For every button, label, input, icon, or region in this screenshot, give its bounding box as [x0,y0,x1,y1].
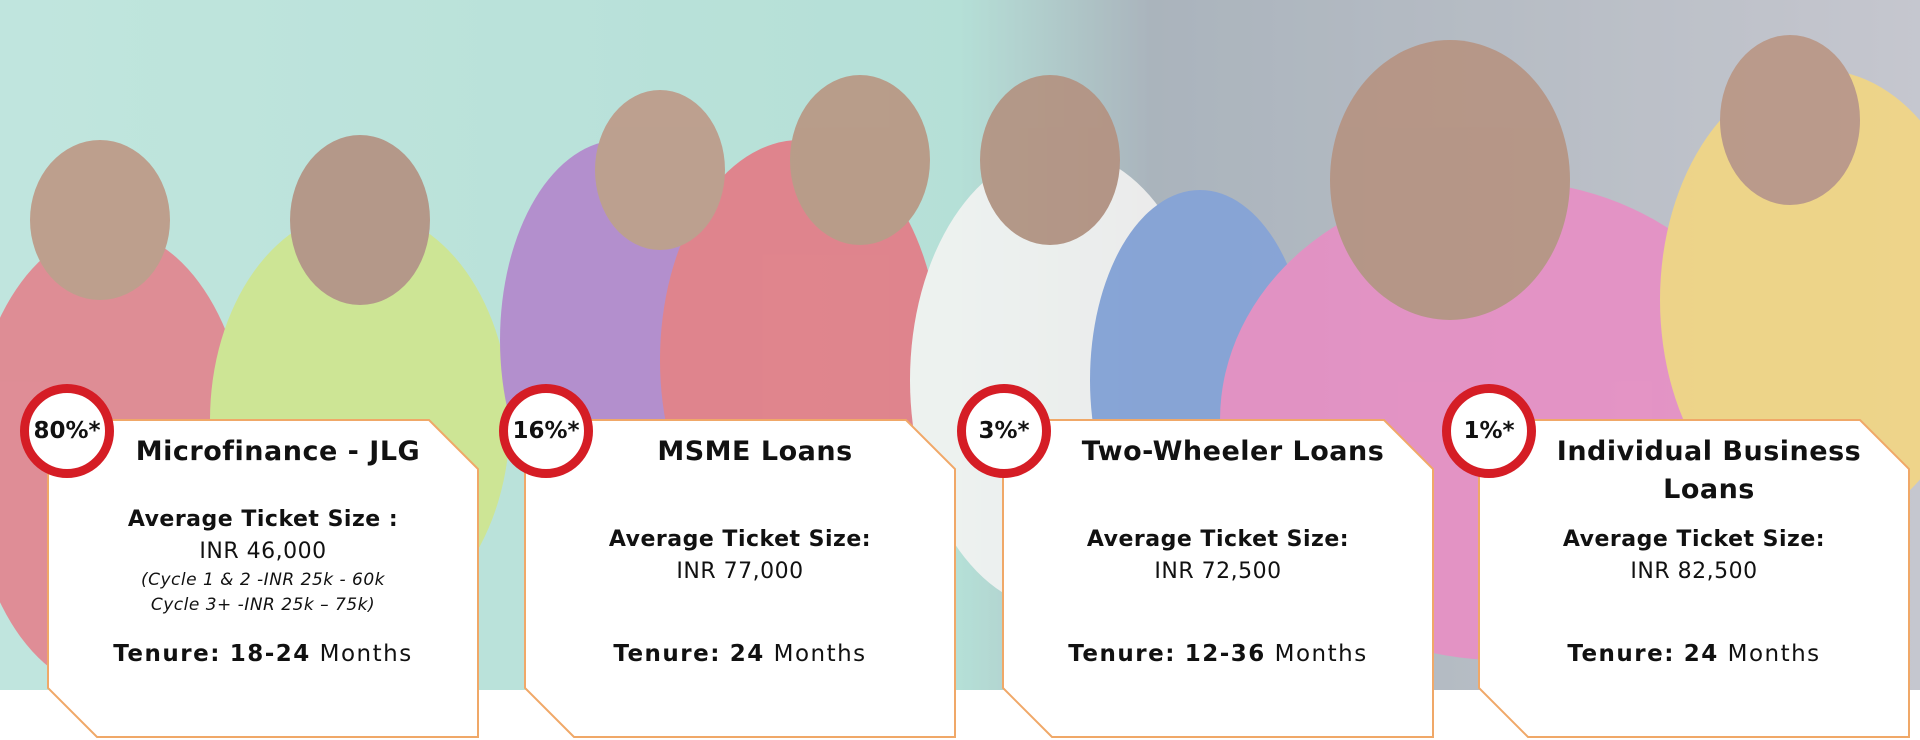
share-badge: 80%* [20,384,114,478]
share-badge: 16%* [499,384,593,478]
loan-card: Two-Wheeler Loans Average Ticket Size:INR… [1002,419,1434,738]
share-badge: 3%* [957,384,1051,478]
tenure-unit: Months [774,641,867,667]
tenure-value: 24 [1684,641,1719,667]
tenure-label: Tenure: [113,641,221,667]
tenure-value: 12-36 [1185,641,1266,667]
ticket-note: (Cycle 1 & 2 -INR 25k - 60k [67,568,459,593]
ticket-value: INR 82,500 [1498,556,1890,588]
tenure-label: Tenure: [1068,641,1176,667]
ticket-value: INR 46,000 [67,536,459,568]
ticket-value: INR 77,000 [544,556,936,588]
ticket-block: Average Ticket Size:INR 77,000 [544,524,936,588]
card-title: Individual Business Loans [1548,433,1870,509]
ticket-label: Average Ticket Size: [544,524,936,556]
ticket-block: Average Ticket Size:INR 82,500 [1498,524,1890,588]
card-title: MSME Loans [594,433,916,471]
card-title: Microfinance - JLG [117,433,439,471]
loan-card: Individual Business Loans Average Ticket … [1478,419,1910,738]
ticket-label: Average Ticket Size: [1022,524,1414,556]
tenure: Tenure: 12-36 Months [1002,641,1434,667]
ticket-block: Average Ticket Size :INR 46,000(Cycle 1 … [67,504,459,618]
ticket-note: Cycle 3+ -INR 25k – 75k) [67,593,459,618]
tenure-label: Tenure: [613,641,721,667]
tenure: Tenure: 18-24 Months [47,641,479,667]
slide: Microfinance - JLGAverage Ticket Size :I… [0,0,1920,740]
tenure-unit: Months [320,641,413,667]
tenure-label: Tenure: [1567,641,1675,667]
loan-card: Microfinance - JLG Average Ticket Size :I… [47,419,479,738]
ticket-label: Average Ticket Size: [1498,524,1890,556]
ticket-label: Average Ticket Size : [67,504,459,536]
card-title: Two-Wheeler Loans [1072,433,1394,471]
ticket-block: Average Ticket Size:INR 72,500 [1022,524,1414,588]
tenure-unit: Months [1728,641,1821,667]
ticket-value: INR 72,500 [1022,556,1414,588]
loan-card: MSME Loans Average Ticket Size:INR 77,000… [524,419,956,738]
share-badge: 1%* [1442,384,1536,478]
tenure-value: 18-24 [230,641,311,667]
tenure-value: 24 [730,641,765,667]
tenure: Tenure: 24 Months [1478,641,1910,667]
tenure: Tenure: 24 Months [524,641,956,667]
tenure-unit: Months [1275,641,1368,667]
